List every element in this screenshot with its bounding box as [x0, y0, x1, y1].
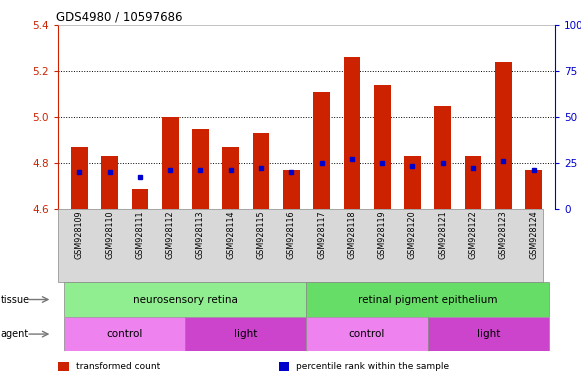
Text: GSM928118: GSM928118	[347, 211, 356, 259]
Bar	[71, 147, 88, 209]
Bar	[64, 317, 185, 351]
Bar	[283, 170, 300, 209]
Text: GSM928121: GSM928121	[438, 211, 447, 259]
Text: GSM928115: GSM928115	[257, 211, 266, 259]
Bar	[58, 362, 69, 371]
Text: percentile rank within the sample: percentile rank within the sample	[296, 362, 450, 371]
Bar	[279, 362, 289, 371]
Bar	[465, 156, 482, 209]
Bar	[374, 85, 390, 209]
Bar	[343, 57, 360, 209]
Text: control: control	[106, 329, 143, 339]
Text: tissue: tissue	[1, 295, 30, 305]
Text: GSM928119: GSM928119	[378, 211, 387, 259]
Bar	[223, 147, 239, 209]
Bar	[185, 317, 307, 351]
Bar	[192, 129, 209, 209]
Bar	[435, 106, 451, 209]
Bar	[253, 133, 270, 209]
Text: GSM928122: GSM928122	[468, 211, 478, 260]
Bar	[131, 189, 148, 209]
Text: GSM928120: GSM928120	[408, 211, 417, 259]
Text: GSM928111: GSM928111	[135, 211, 145, 259]
Bar	[307, 317, 428, 351]
Bar	[101, 156, 118, 209]
Text: control: control	[349, 329, 385, 339]
Text: GSM928109: GSM928109	[75, 211, 84, 259]
Bar	[313, 92, 330, 209]
Text: GSM928114: GSM928114	[226, 211, 235, 259]
Text: GSM928113: GSM928113	[196, 211, 205, 259]
Text: GSM928124: GSM928124	[529, 211, 538, 259]
Text: transformed count: transformed count	[76, 362, 160, 371]
Text: light: light	[476, 329, 500, 339]
Text: neurosensory retina: neurosensory retina	[133, 295, 238, 305]
Text: GSM928117: GSM928117	[317, 211, 326, 259]
Text: GSM928110: GSM928110	[105, 211, 114, 259]
Bar	[64, 282, 307, 317]
Bar	[525, 170, 542, 209]
Text: light: light	[234, 329, 257, 339]
Bar	[307, 282, 549, 317]
Text: GDS4980 / 10597686: GDS4980 / 10597686	[56, 11, 182, 24]
Bar	[162, 117, 178, 209]
Text: retinal pigment epithelium: retinal pigment epithelium	[358, 295, 497, 305]
Bar	[404, 156, 421, 209]
Text: agent: agent	[1, 329, 29, 339]
Bar	[495, 62, 512, 209]
Text: GSM928116: GSM928116	[287, 211, 296, 259]
Bar	[428, 317, 549, 351]
Text: GSM928112: GSM928112	[166, 211, 175, 259]
Text: GSM928123: GSM928123	[499, 211, 508, 259]
